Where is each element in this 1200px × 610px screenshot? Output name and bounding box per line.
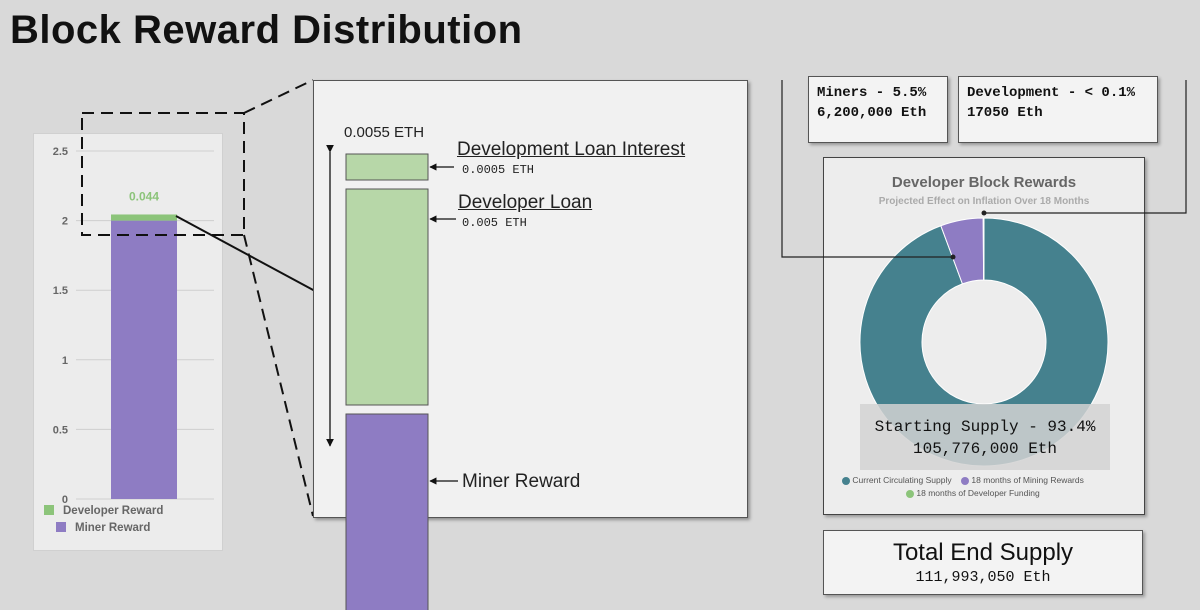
developer-loan-value: 0.005 ETH [462,216,527,230]
data-label: 0.044 [129,190,159,204]
legend-swatch [56,522,66,532]
y-tick-label: 1.5 [53,285,68,297]
total-label: 0.0055 ETH [344,124,425,141]
bar-chart-card: 0 0.5 1 1.5 2 2.5 0.044 Developer Reward Miner R… [33,133,223,551]
starting-supply-overlay [860,404,1110,470]
legend-label: Developer Reward [63,505,163,517]
bar-segment-development-interest [345,153,429,181]
development-callout: Development - < 0.1% 17050 Eth [958,76,1158,143]
total-supply-title: Total End Supply [892,539,1074,566]
legend-dot-circulating [842,476,850,485]
zoom-line-bottom [243,234,314,517]
development-callout-line1: Development - < 0.1% [967,85,1136,101]
y-tick-label: 0 [62,494,68,506]
legend-swatch [44,505,54,515]
development-connector-dot [981,210,987,216]
development-loan-interest-label: Development Loan Interest [457,139,686,160]
slice-developer-funding [982,217,985,281]
bar-segment-miner-reward [345,413,429,610]
legend-circulating: Current Circulating Supply [852,475,952,485]
developer-loan-label: Developer Loan [458,192,593,213]
zoom-line-top [243,79,314,114]
legend-mining: 18 months of Mining Rewards [971,475,1084,485]
zoom-arrow [175,215,330,299]
bar-segment-developer-loan [345,188,429,406]
y-tick-label: 2.5 [53,146,68,158]
donut-title: Developer Block Rewards [891,174,1077,191]
donut-subtitle: Projected Effect on Inflation Over 18 Mo… [878,196,1090,207]
starting-supply-line1: Starting Supply - 93.4% [874,418,1096,436]
donut-chart-card: Developer Block Rewards Projected Effect… [823,157,1145,515]
miners-callout: Miners - 5.5% 6,200,000 Eth [808,76,948,143]
bar-developer-reward [111,214,177,221]
starting-supply-line2: 105,776,000 Eth [912,440,1058,458]
y-tick-label: 1 [62,355,68,367]
donut-chart [859,217,1109,467]
development-connector [984,80,1187,214]
total-supply-value: 111,993,050 Eth [915,569,1051,586]
miners-connector-dot [950,254,956,260]
starting-supply-label: Starting Supply - 93.4% 105,776,000 Eth [860,416,1110,460]
y-tick-label: 2 [62,216,68,228]
bar-chart: 0 0.5 1 1.5 2 2.5 0.044 Developer Reward Miner R… [44,146,214,534]
bar-miner-reward [111,220,177,499]
miner-reward-label: Miner Reward [462,471,581,492]
miners-callout-line2: 6,200,000 Eth [817,105,927,121]
development-callout-line2: 17050 Eth [967,105,1043,121]
slide-title: Block Reward Distribution [10,8,523,52]
total-supply-box: Total End Supply 111,993,050 Eth [823,530,1143,595]
y-tick-label: 0.5 [53,424,68,436]
legend-dot-mining [961,476,970,485]
development-loan-interest-value: 0.0005 ETH [462,163,535,177]
legend-label: Miner Reward [75,522,150,534]
legend-dot-developer [906,489,914,498]
legend-developer: 18 months of Developer Funding [916,488,1040,498]
slice-circulating [859,217,1109,467]
miners-callout-line1: Miners - 5.5% [817,85,927,101]
zoom-selection-rect [81,112,245,236]
donut-legend: Current Circulating Supply 18 months of … [842,475,1142,498]
miners-connector [781,80,953,258]
